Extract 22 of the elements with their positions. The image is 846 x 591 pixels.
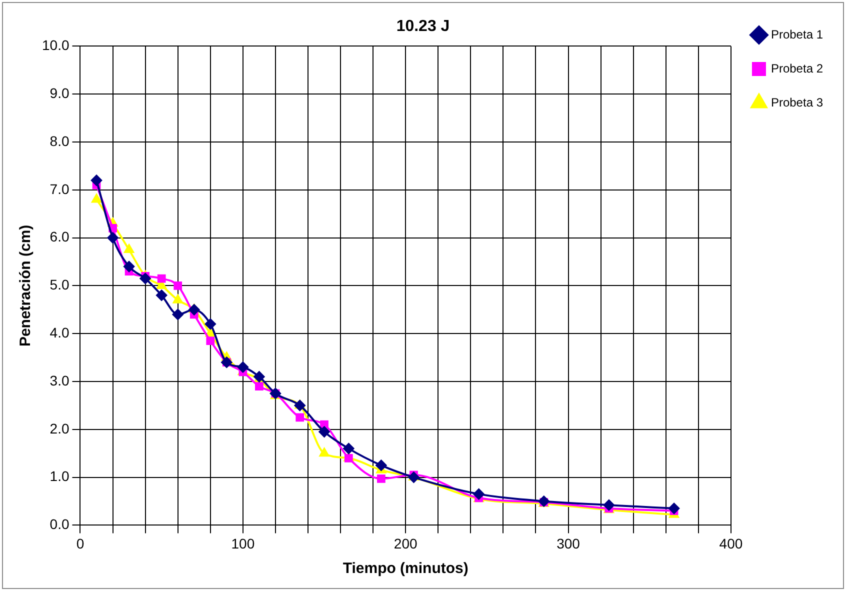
legend-label: Probeta 3 — [770, 95, 824, 110]
y-axis-title: Penetración (cm) — [17, 224, 34, 347]
x-axis-title: Tiempo (minutos) — [342, 560, 468, 578]
y-tick-label: 6.0 — [50, 228, 70, 245]
chart-title: 10.23 J — [396, 18, 450, 36]
y-tick-label: 2.0 — [50, 420, 70, 436]
y-tick-label: 10.0 — [42, 37, 70, 54]
y-tick-label: 7.0 — [50, 180, 70, 197]
y-tick-label: 1.0 — [50, 468, 70, 484]
x-tick-label: 300 — [556, 535, 580, 552]
legend-label: Probeta 2 — [770, 61, 824, 76]
legend-label: Probeta 1 — [770, 27, 824, 42]
y-tick-label: 4.0 — [50, 324, 70, 340]
y-tick-label: 0.0 — [50, 516, 70, 532]
y-tick-label: 5.0 — [50, 276, 70, 293]
x-tick-label: 100 — [231, 535, 255, 552]
x-tick-label: 200 — [394, 535, 418, 552]
y-tick-label: 3.0 — [50, 372, 70, 388]
y-tick-label: 8.0 — [50, 132, 70, 149]
y-tick-label: 9.0 — [50, 84, 70, 101]
x-tick-label: 0 — [76, 535, 84, 552]
x-tick-label: 400 — [719, 535, 743, 552]
